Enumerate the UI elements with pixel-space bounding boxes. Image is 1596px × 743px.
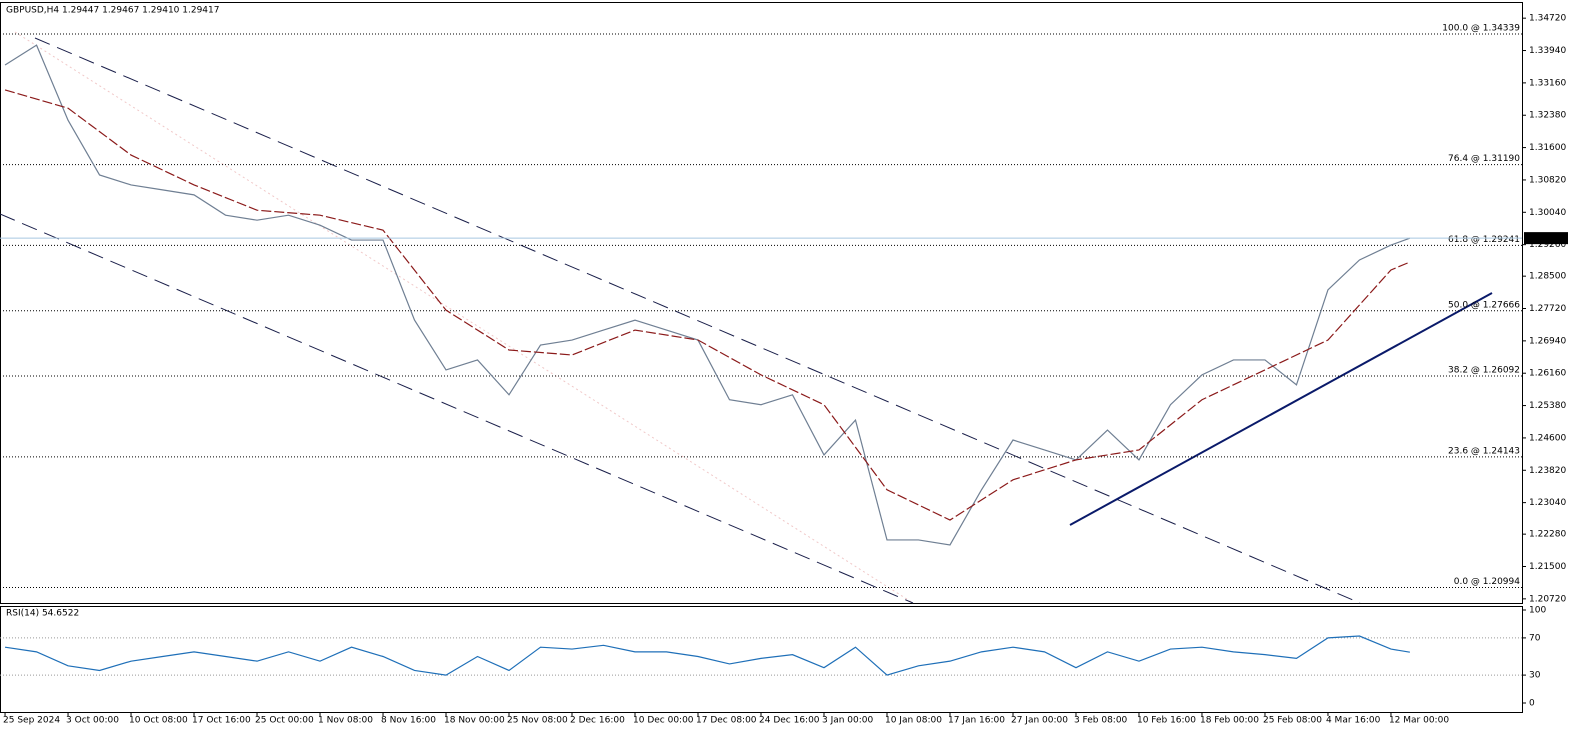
y-tick-label: 1.31600 [1529, 143, 1566, 153]
fib-label: 100.0 @ 1.34339 [1442, 23, 1520, 33]
y-tick-label: 1.34720 [1529, 14, 1566, 24]
y-tick-label: 1.24600 [1529, 433, 1566, 443]
rsi-tick-label: 0 [1529, 699, 1535, 709]
x-tick-label: 3 Oct 00:00 [66, 716, 119, 726]
fib-diagonal [14, 31, 914, 604]
fib-label: 38.2 @ 1.26092 [1448, 366, 1520, 376]
rsi-line [4, 635, 1410, 676]
y-tick-label: 1.26160 [1529, 369, 1566, 379]
x-tick-label: 25 Nov 08:00 [507, 716, 568, 726]
moving-average [4, 89, 1411, 521]
main-frame [0, 2, 1523, 604]
y-tick-label: 1.29260 [1529, 240, 1566, 250]
x-tick-label: 25 Oct 00:00 [255, 716, 314, 726]
x-tick-label: 4 Mar 16:00 [1326, 716, 1381, 726]
last-price-label: 1.29417 [1527, 234, 1564, 244]
y-tick-label: 1.21500 [1529, 562, 1566, 572]
x-tick-label: 1 Nov 08:00 [318, 716, 373, 726]
y-tick-label: 1.30040 [1529, 208, 1566, 218]
rsi-tick-label: 30 [1529, 671, 1541, 681]
x-tick-label: 2 Dec 16:00 [570, 716, 625, 726]
x-tick-label: 10 Feb 16:00 [1137, 716, 1196, 726]
channel-lower [0, 213, 914, 604]
y-tick-label: 1.30820 [1529, 175, 1566, 185]
x-tick-label: 12 Mar 00:00 [1389, 716, 1449, 726]
y-tick-label: 1.32380 [1529, 111, 1566, 121]
rsi-label: RSI(14) 54.6522 [6, 609, 79, 619]
y-tick-label: 1.33940 [1529, 46, 1566, 56]
chart-title: GBPUSD,H4 1.29447 1.29467 1.29410 1.2941… [6, 6, 219, 16]
x-tick-label: 27 Jan 00:00 [1011, 716, 1068, 726]
fib-label: 61.8 @ 1.29241 [1448, 235, 1520, 245]
x-tick-label: 18 Nov 00:00 [444, 716, 505, 726]
rsi-tick-label: 70 [1529, 633, 1541, 643]
rsi-tick-label: 100 [1529, 606, 1546, 616]
x-tick-label: 17 Jan 16:00 [948, 716, 1005, 726]
y-tick-label: 1.22280 [1529, 530, 1566, 540]
x-tick-label: 17 Dec 08:00 [696, 716, 757, 726]
fib-label: 0.0 @ 1.20994 [1454, 577, 1521, 587]
x-tick-label: 25 Feb 08:00 [1263, 716, 1322, 726]
x-tick-label: 8 Nov 16:00 [381, 716, 436, 726]
y-tick-label: 1.33160 [1529, 78, 1566, 88]
y-tick-label: 1.27720 [1529, 304, 1566, 314]
channel-upper [34, 37, 1361, 604]
price-line [4, 44, 1411, 546]
y-tick-label: 1.20720 [1529, 594, 1566, 604]
last-price-box [1524, 232, 1568, 245]
y-tick-label: 1.25380 [1529, 401, 1566, 411]
x-tick-label: 17 Oct 16:00 [192, 716, 251, 726]
x-tick-label: 24 Dec 16:00 [759, 716, 820, 726]
x-tick-label: 10 Jan 08:00 [885, 716, 942, 726]
y-tick-label: 1.23820 [1529, 466, 1566, 476]
fib-label: 50.0 @ 1.27666 [1448, 300, 1520, 310]
x-tick-label: 25 Sep 2024 [3, 716, 60, 726]
x-tick-label: 10 Oct 08:00 [129, 716, 188, 726]
fib-label: 76.4 @ 1.31190 [1448, 154, 1520, 164]
trend-line [1069, 292, 1493, 526]
x-tick-label: 3 Feb 08:00 [1074, 716, 1128, 726]
x-tick-label: 18 Feb 00:00 [1200, 716, 1259, 726]
x-tick-label: 3 Jan 00:00 [822, 716, 874, 726]
y-tick-label: 1.23040 [1529, 498, 1566, 508]
y-tick-label: 1.28500 [1529, 272, 1566, 282]
x-tick-label: 10 Dec 00:00 [633, 716, 694, 726]
fib-label: 23.6 @ 1.24143 [1448, 446, 1520, 456]
y-tick-label: 1.26940 [1529, 336, 1566, 346]
